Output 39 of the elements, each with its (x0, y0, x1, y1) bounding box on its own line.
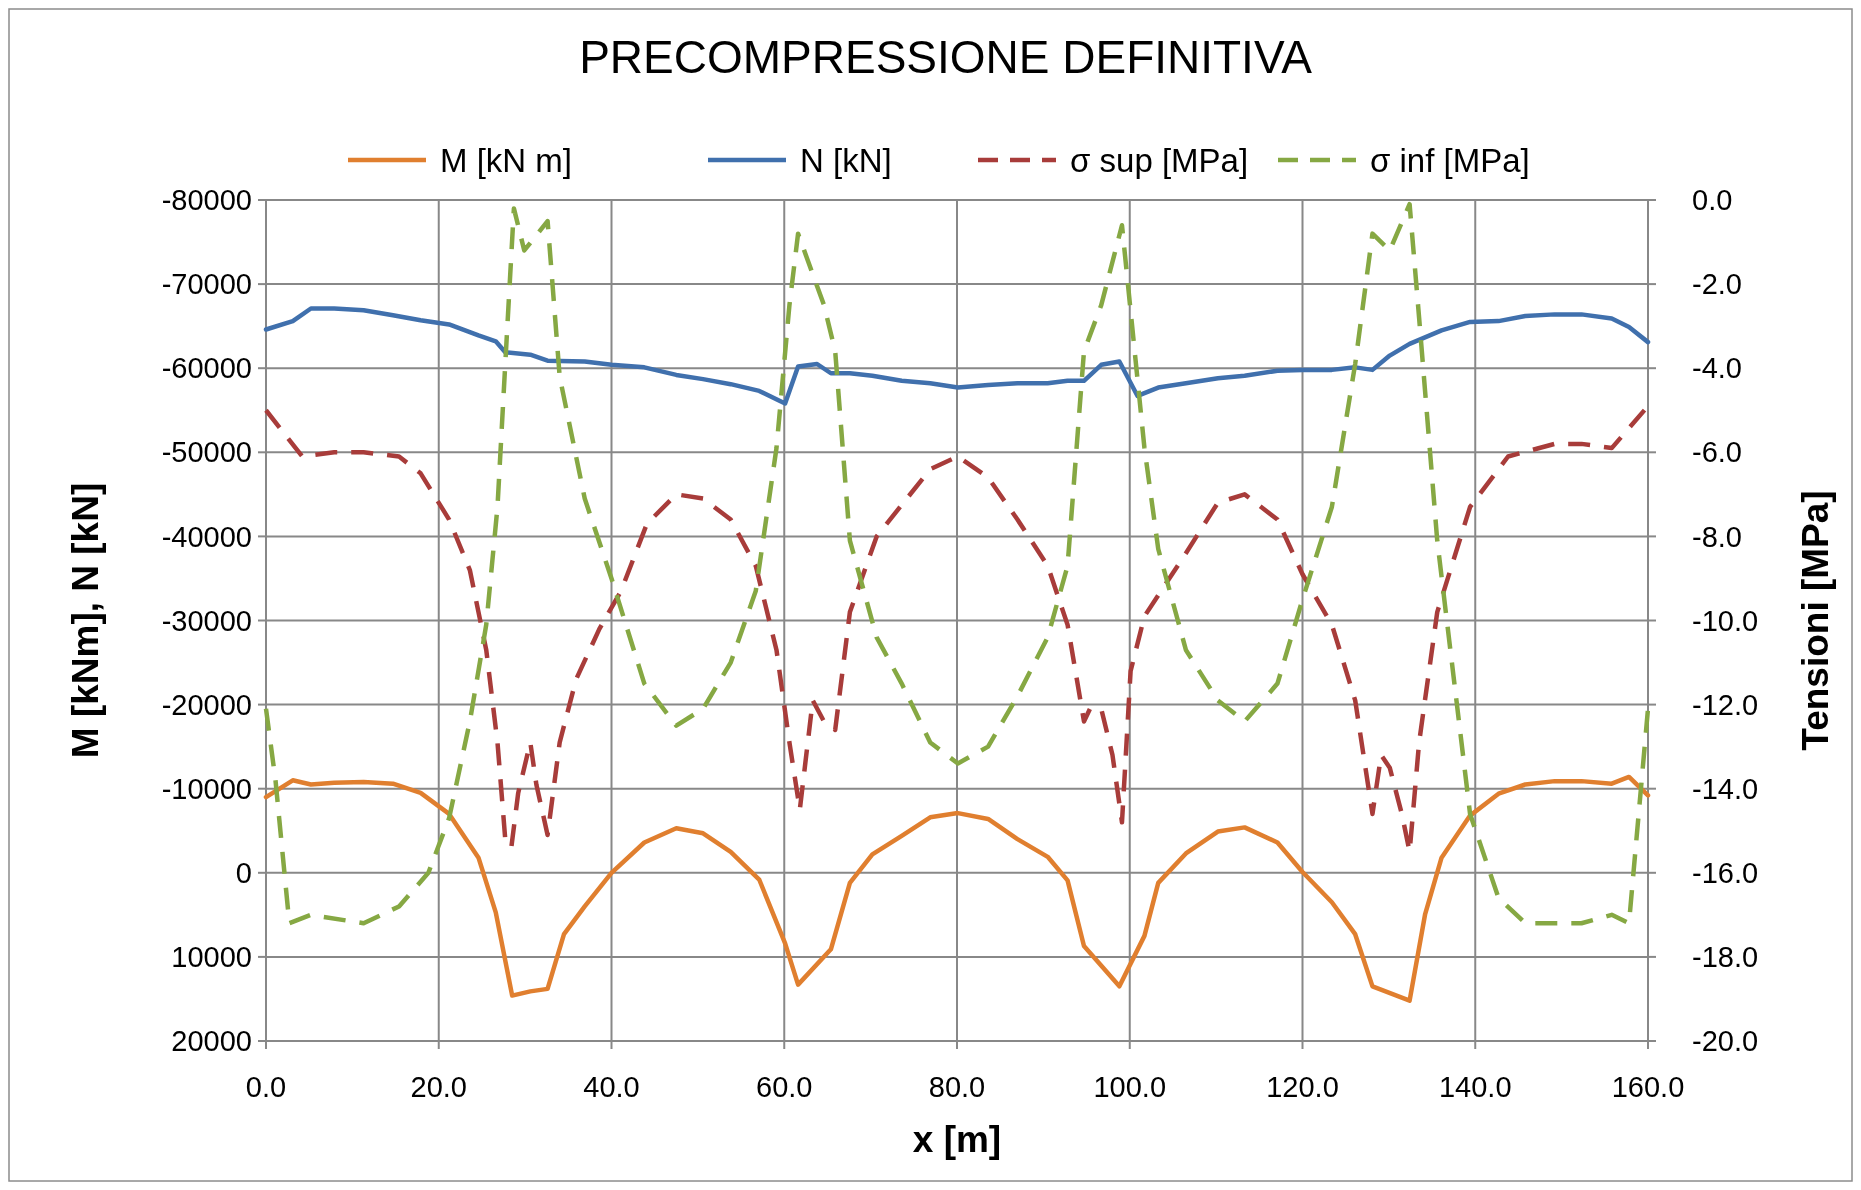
y2-tick-label: 0.0 (1692, 184, 1733, 217)
y2-tick-label: -4.0 (1692, 352, 1742, 385)
y-tick-label: -30000 (161, 604, 252, 637)
y2-tick-label: -2.0 (1692, 268, 1742, 301)
x-tick-label: 20.0 (410, 1071, 467, 1103)
x-tick-label: 40.0 (583, 1071, 640, 1103)
legend-label: M [kN m] (440, 141, 572, 179)
y-axis-title: M [kNm], N [kN] (65, 482, 106, 759)
y-tick-label: 10000 (171, 941, 252, 974)
x-tick-label: 80.0 (928, 1071, 986, 1103)
y2-tick-label: -6.0 (1692, 436, 1742, 469)
y2-tick-label: -12.0 (1692, 688, 1759, 721)
y2-tick-label: -8.0 (1692, 520, 1742, 553)
y-tick-label: 20000 (171, 1025, 252, 1058)
y-tick-label: -20000 (161, 688, 252, 721)
y-tick-label: -40000 (161, 520, 252, 553)
x-tick-label: 140.0 (1438, 1071, 1512, 1103)
x-axis-title: x [m] (912, 1119, 1002, 1160)
y2-tick-label: -16.0 (1692, 856, 1759, 889)
y2-axis-title: Tensioni [MPa] (1795, 490, 1836, 751)
legend-label: σ sup [MPa] (1070, 141, 1249, 179)
chart-title: PRECOMPRESSIONE DEFINITIVA (579, 31, 1313, 83)
y2-tick-label: -14.0 (1692, 772, 1759, 805)
legend-label: N [kN] (800, 141, 892, 179)
x-tick-label: 100.0 (1093, 1071, 1167, 1103)
y-tick-label: 0 (235, 856, 252, 889)
y2-tick-label: -10.0 (1692, 604, 1759, 637)
x-tick-label: 0.0 (245, 1071, 287, 1103)
legend-label: σ inf [MPa] (1370, 141, 1530, 179)
x-tick-label: 160.0 (1611, 1071, 1685, 1103)
y-tick-label: -70000 (161, 268, 252, 301)
y-tick-label: -10000 (161, 772, 252, 805)
y-tick-label: -60000 (161, 352, 252, 385)
y2-tick-label: -20.0 (1692, 1025, 1759, 1058)
y-tick-label: -80000 (161, 184, 252, 217)
y-tick-label: -50000 (161, 436, 252, 469)
x-tick-label: 120.0 (1266, 1071, 1339, 1103)
y2-tick-label: -18.0 (1692, 941, 1759, 974)
x-tick-label: 60.0 (756, 1071, 813, 1103)
